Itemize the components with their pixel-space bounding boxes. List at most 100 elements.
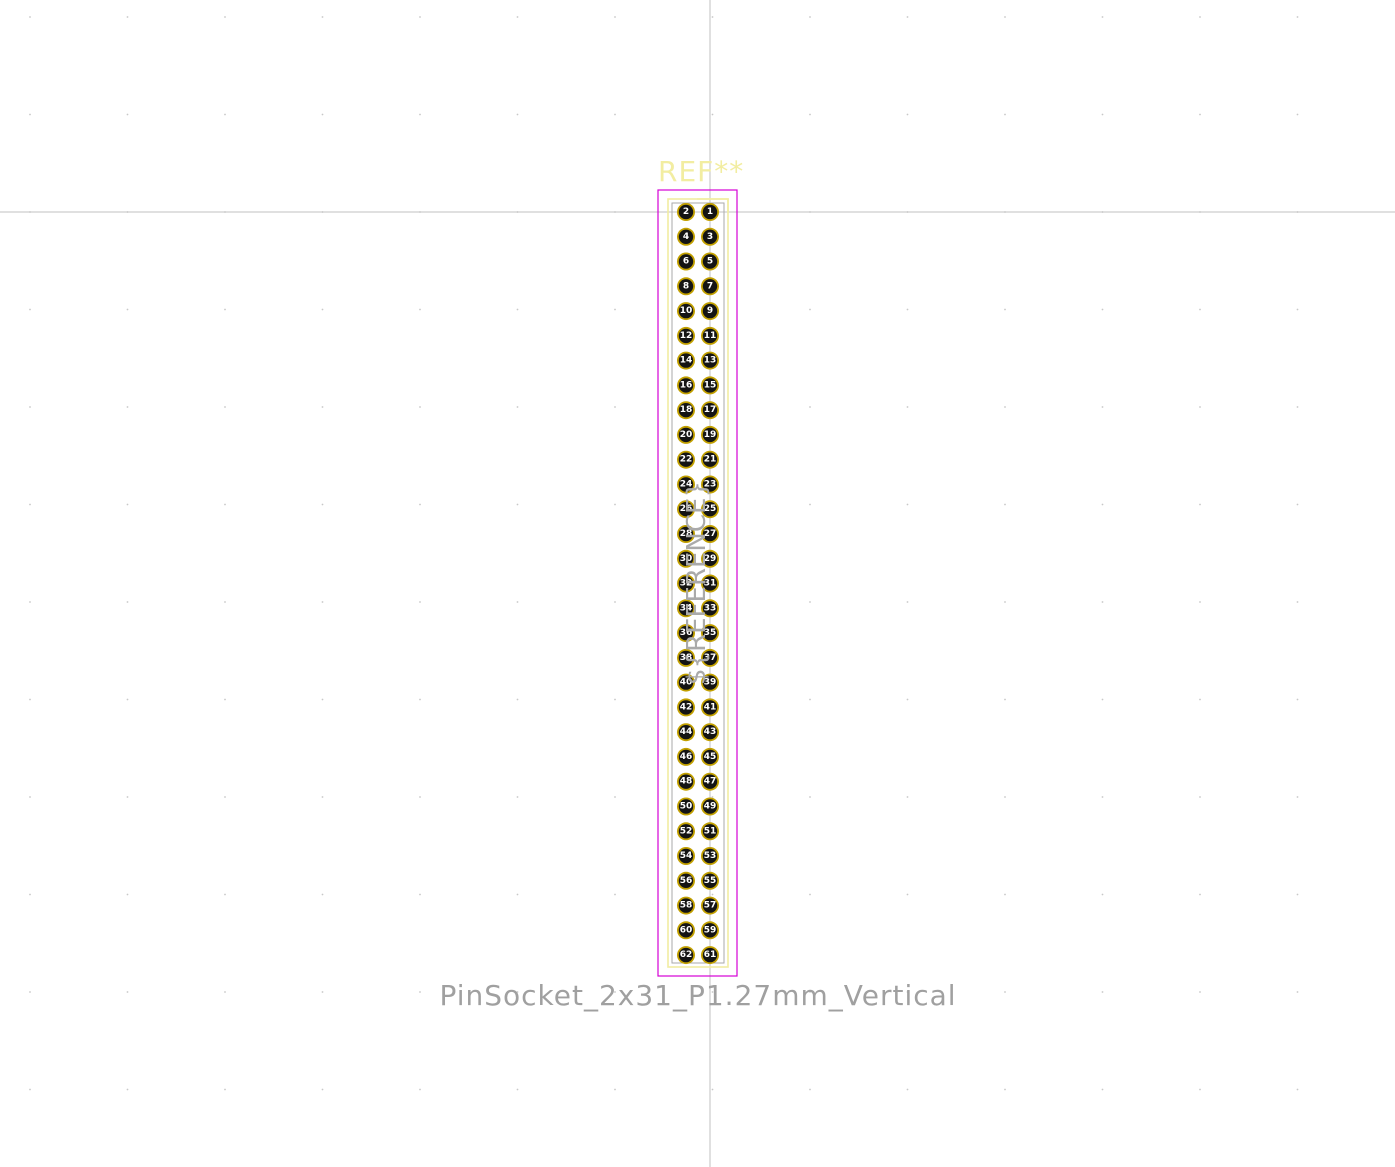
pad-38[interactable]: 38 (677, 648, 695, 667)
pad-45[interactable]: 45 (701, 747, 719, 766)
pad-number-label: 33 (704, 603, 717, 613)
grid-dot (1101, 601, 1104, 603)
pad-33[interactable]: 33 (701, 599, 719, 618)
pad-15[interactable]: 15 (701, 376, 719, 395)
footprint-value-text[interactable]: PinSocket_2x31_P1.27mm_Vertical (439, 979, 956, 1012)
pad-number-label: 31 (704, 579, 717, 589)
pad-3[interactable]: 3 (701, 227, 719, 246)
grid-dot (809, 991, 811, 993)
grid-dot (224, 503, 226, 506)
pad-number-label: 4 (683, 232, 689, 242)
pad-1[interactable]: 1 (701, 203, 719, 221)
pad-60[interactable]: 60 (677, 921, 695, 940)
pad-5[interactable]: 5 (701, 252, 719, 271)
pad-37[interactable]: 37 (701, 648, 719, 667)
pad-58[interactable]: 58 (677, 896, 695, 915)
grid-dot (711, 113, 714, 116)
pad-54[interactable]: 54 (677, 847, 695, 865)
pad-42[interactable]: 42 (677, 698, 695, 717)
grid-dot (321, 113, 324, 116)
pad-21[interactable]: 21 (701, 450, 719, 469)
grid-dot (516, 113, 519, 116)
pad-11[interactable]: 11 (701, 326, 719, 345)
grid-dot (1101, 1088, 1104, 1091)
pad-23[interactable]: 23 (701, 475, 719, 494)
pad-34[interactable]: 34 (677, 599, 695, 618)
pad-drill-hole (678, 303, 694, 319)
pad-drill-hole (702, 452, 718, 467)
pad-48[interactable]: 48 (677, 772, 695, 791)
pad-61[interactable]: 61 (701, 946, 719, 965)
pad-drill-hole (678, 427, 694, 443)
pad-47[interactable]: 47 (701, 772, 719, 791)
pad-50[interactable]: 50 (677, 797, 695, 816)
pad-number-label: 12 (680, 331, 693, 341)
pad-35[interactable]: 35 (701, 624, 719, 643)
pad-drill-hole (702, 848, 718, 864)
pad-drill-hole (678, 625, 694, 641)
pad-59[interactable]: 59 (701, 921, 719, 940)
grid-dot (321, 601, 324, 603)
pad-number-label: 58 (680, 901, 693, 911)
pad-8[interactable]: 8 (677, 277, 695, 296)
pad-46[interactable]: 46 (677, 747, 695, 766)
pad-31[interactable]: 31 (701, 574, 719, 593)
pad-27[interactable]: 27 (701, 525, 719, 543)
pad-number-label: 14 (680, 356, 693, 366)
pad-32[interactable]: 32 (677, 574, 695, 593)
pad-17[interactable]: 17 (701, 401, 719, 420)
pad-drill-hole (678, 502, 694, 517)
grid-dot (906, 113, 909, 116)
pad-drill-hole (702, 947, 718, 963)
grid-dot (419, 503, 421, 506)
grid-dot (126, 113, 129, 116)
pad-13[interactable]: 13 (701, 351, 719, 370)
pad-53[interactable]: 53 (701, 847, 719, 865)
pad-36[interactable]: 36 (677, 624, 695, 643)
pad-41[interactable]: 41 (701, 698, 719, 717)
pad-29[interactable]: 29 (701, 549, 719, 568)
grid-dot (1101, 698, 1104, 701)
grid-dot (224, 308, 226, 311)
pad-9[interactable]: 9 (701, 302, 719, 321)
pad-drill-hole (702, 254, 718, 269)
pad-40[interactable]: 40 (677, 673, 695, 692)
pad-56[interactable]: 56 (677, 871, 695, 890)
pad-44[interactable]: 44 (677, 723, 695, 742)
pad-30[interactable]: 30 (677, 549, 695, 568)
pad-18[interactable]: 18 (677, 401, 695, 420)
pad-10[interactable]: 10 (677, 302, 695, 321)
pad-22[interactable]: 22 (677, 450, 695, 469)
pad-19[interactable]: 19 (701, 425, 719, 444)
pad-39[interactable]: 39 (701, 673, 719, 692)
pad-43[interactable]: 43 (701, 723, 719, 742)
grid-dot (906, 698, 909, 701)
pad-24[interactable]: 24 (677, 475, 695, 494)
pad-number-label: 24 (680, 480, 693, 490)
pad-7[interactable]: 7 (701, 277, 719, 296)
pad-55[interactable]: 55 (701, 871, 719, 890)
pad-2[interactable]: 2 (677, 203, 695, 221)
grid-dot (1296, 1088, 1299, 1091)
pad-20[interactable]: 20 (677, 425, 695, 444)
grid-dot (224, 698, 226, 701)
pad-49[interactable]: 49 (701, 797, 719, 816)
grid-dot (126, 406, 129, 408)
pad-51[interactable]: 51 (701, 822, 719, 841)
pad-52[interactable]: 52 (677, 822, 695, 841)
pad-16[interactable]: 16 (677, 376, 695, 395)
pad-62[interactable]: 62 (677, 946, 695, 965)
grid-dot (126, 991, 129, 993)
pad-drill-hole (702, 551, 718, 566)
pad-25[interactable]: 25 (701, 500, 719, 519)
pad-6[interactable]: 6 (677, 252, 695, 271)
pad-28[interactable]: 28 (677, 525, 695, 543)
pad-14[interactable]: 14 (677, 351, 695, 370)
reference-designator-text[interactable]: REF** (658, 155, 744, 188)
pad-57[interactable]: 57 (701, 896, 719, 915)
pad-4[interactable]: 4 (677, 227, 695, 246)
pad-26[interactable]: 26 (677, 500, 695, 519)
grid-dot (29, 406, 31, 408)
pad-12[interactable]: 12 (677, 326, 695, 345)
